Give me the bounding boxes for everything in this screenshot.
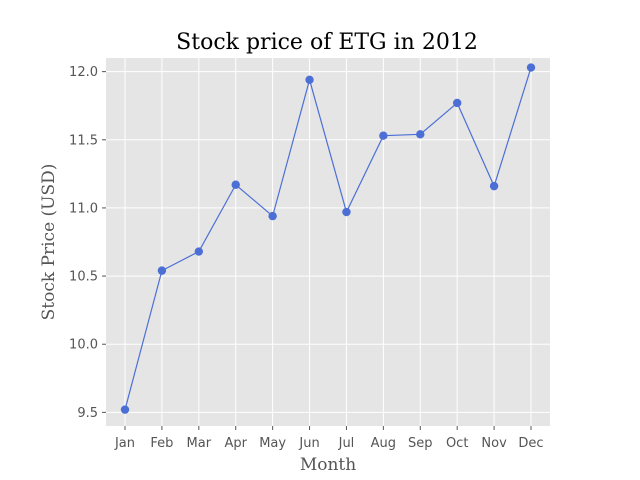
x-tick-label: Feb [150,436,173,451]
data-point [489,181,499,191]
y-tick-label: 9.5 [77,406,98,421]
y-tick-label: 10.5 [69,270,98,285]
plot-area [106,58,550,426]
x-tick-label: Mar [187,436,212,451]
y-axis-label: Stock Price (USD) [39,164,59,321]
data-point [231,180,240,189]
x-tick-label: Jun [298,436,319,451]
data-point [526,63,536,72]
x-tick-label: Nov [481,436,507,451]
data-point [452,98,462,108]
x-axis-label: Month [300,455,356,475]
grid-lines [106,58,550,426]
y-tick-label: 12.0 [69,65,98,80]
x-tick-label: Dec [518,436,543,451]
y-tick-label: 11.5 [69,133,98,148]
x-tick-label: May [259,436,286,451]
data-point [268,211,277,221]
series-line [124,67,532,410]
x-tick-label: Jul [338,436,355,451]
x-tick-label: Oct [446,436,468,451]
data-point [194,247,204,256]
data-points [120,63,536,414]
x-axis: Jan Feb Mar Apr May Jun Jul Aug Sep Oct Nov Dec [114,426,544,451]
data-point [416,130,425,139]
data-point [305,75,314,85]
data-point [120,405,130,414]
data-point [379,131,388,140]
y-tick-label: 11.0 [69,201,98,216]
data-point [342,207,351,217]
y-tick-label: 10.0 [69,338,98,353]
chart-title: Stock price of ETG in 2012 [176,30,478,55]
data-point [157,266,167,275]
x-tick-label: Sep [408,436,433,451]
x-tick-label: Jan [114,436,135,451]
y-axis: 9.5 10.0 10.5 11.0 11.5 12.0 [69,65,106,421]
x-tick-label: Aug [371,436,396,451]
x-tick-label: Apr [224,436,247,451]
